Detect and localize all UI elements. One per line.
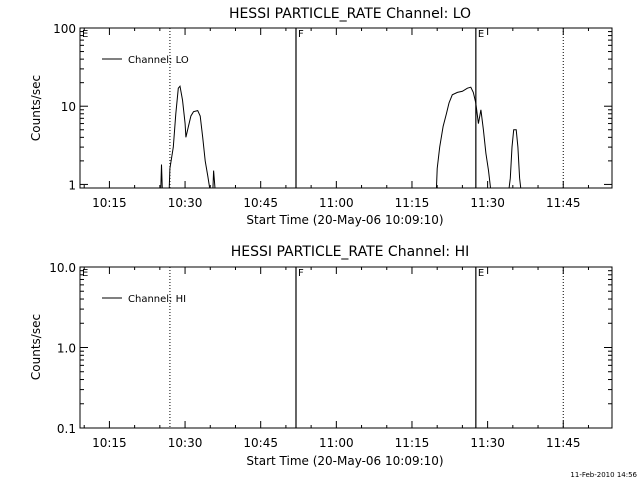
x-tick-label: 11:15 <box>395 436 430 450</box>
panel-hi-xlabel: Start Time (20-May-06 10:09:10) <box>246 454 443 468</box>
x-tick-label: 11:30 <box>470 436 505 450</box>
x-tick-label: 10:30 <box>168 436 203 450</box>
flag-label: E <box>82 268 88 279</box>
panel-lo-ylabel: Counts/sec <box>29 75 43 141</box>
panel-hi-ylabel: Counts/sec <box>29 314 43 380</box>
data-series-line <box>160 85 216 188</box>
y-tick-label: 10.0 <box>49 261 76 275</box>
flag-label: E <box>82 29 88 40</box>
panel-lo-xlabel: Start Time (20-May-06 10:09:10) <box>246 213 443 227</box>
x-tick-label: 10:45 <box>243 436 278 450</box>
data-series-line <box>435 86 522 188</box>
x-tick-label: 10:15 <box>92 196 127 210</box>
panel-hi-legend-label: Channel: HI <box>128 294 186 305</box>
x-tick-label: 11:00 <box>319 196 354 210</box>
panel-lo-frame <box>79 27 613 189</box>
x-tick-label: 11:45 <box>546 436 581 450</box>
x-tick-label: 10:30 <box>168 196 203 210</box>
y-tick-label: 0.1 <box>57 422 76 436</box>
y-tick-label: 10 <box>61 100 76 114</box>
x-tick-label: 11:15 <box>395 196 430 210</box>
y-tick-label: 1.0 <box>57 342 76 356</box>
flag-label: F <box>298 268 304 279</box>
x-tick-label: 10:45 <box>243 196 278 210</box>
flag-label: E <box>478 29 484 40</box>
panel-lo-title: HESSI PARTICLE_RATE Channel: LO <box>229 6 471 22</box>
panel-hi-title: HESSI PARTICLE_RATE Channel: HI <box>231 244 469 260</box>
y-tick-label: 100 <box>53 22 76 36</box>
x-tick-label: 11:00 <box>319 436 354 450</box>
x-tick-label: 11:30 <box>470 196 505 210</box>
print-timestamp: 11-Feb-2010 14:56 <box>570 471 637 479</box>
panel-lo-legend-label: Channel: LO <box>128 55 189 66</box>
panel-hi-frame <box>79 266 613 429</box>
flag-label: E <box>478 268 484 279</box>
x-tick-label: 10:15 <box>92 436 127 450</box>
flag-label: F <box>298 29 304 40</box>
y-tick-label: 1 <box>68 178 76 192</box>
x-tick-label: 11:45 <box>546 196 581 210</box>
